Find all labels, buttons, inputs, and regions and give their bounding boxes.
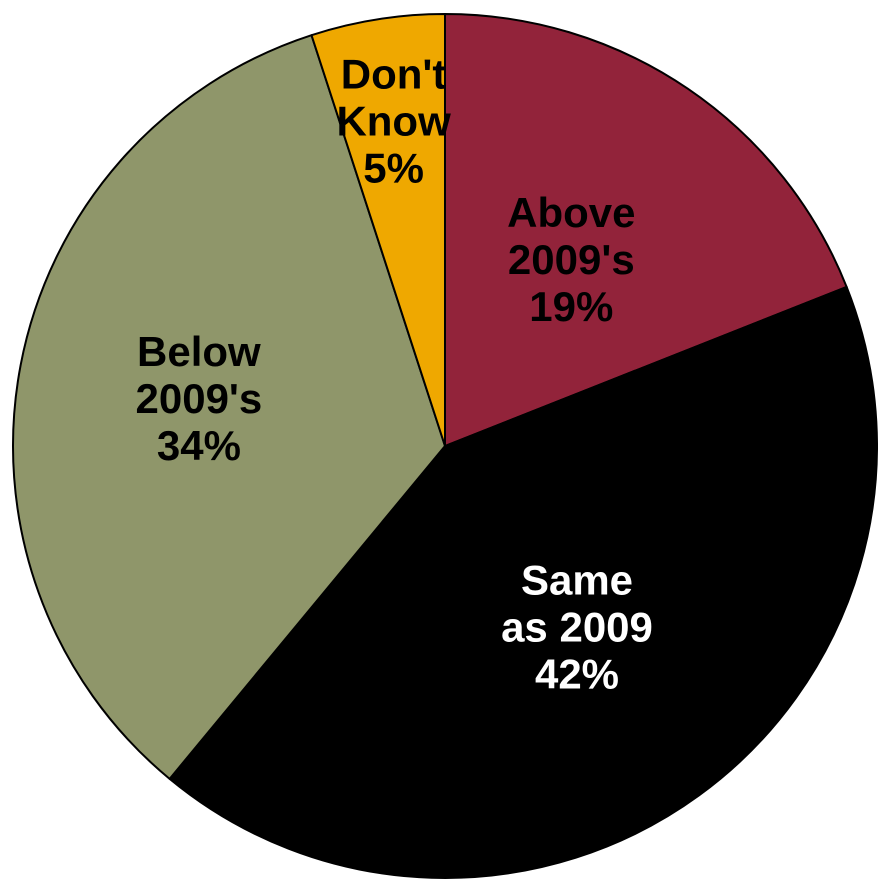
slice-label: Above 2009's 19% (507, 189, 635, 330)
slice-label-line: 2009's (508, 236, 635, 283)
slice-label-line: 19% (529, 283, 613, 330)
slice-label-line: Same (521, 557, 633, 604)
labels-layer: Above 2009's 19%Same as 2009 42%Below 2009's 3… (136, 51, 653, 698)
slice-label-line: Above (507, 189, 635, 236)
slice-label: Same as 2009 42% (501, 557, 653, 698)
slices-layer (12, 13, 878, 879)
slice-label-line: Below (137, 328, 261, 375)
slice-label-line: Don't (341, 51, 447, 98)
pie-slice-below-2009-s (12, 34, 446, 780)
slice-label-line: as 2009 (501, 604, 653, 651)
slice-label-line: 2009's (136, 375, 263, 422)
pie-slice-same-as-2009 (168, 285, 878, 879)
slice-label-line: 42% (535, 651, 619, 698)
pie-slice-don-t-know (310, 13, 446, 447)
slice-label: Don't Know 5% (336, 51, 451, 192)
slice-label-line: Know (336, 98, 451, 145)
slice-label: Below 2009's 34% (136, 328, 263, 469)
slice-label-line: 34% (157, 422, 241, 469)
slice-label-line: 5% (363, 145, 424, 192)
pie-slice-above-2009-s (444, 13, 848, 447)
